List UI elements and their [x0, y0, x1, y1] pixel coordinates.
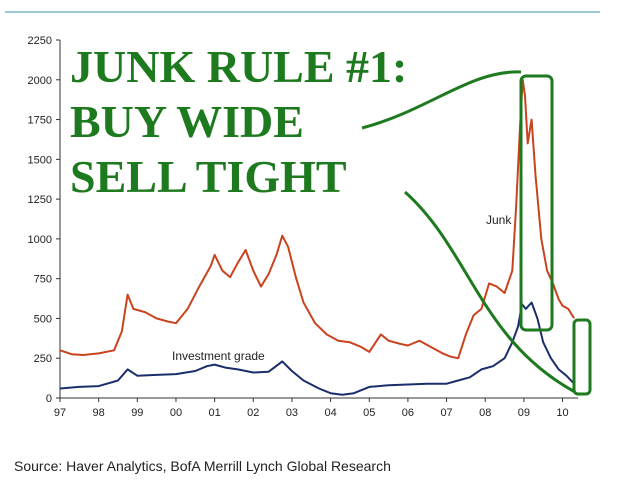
x-tick-label: 04 — [324, 407, 336, 419]
tight-highlight-box — [572, 318, 592, 396]
series-layer — [59, 78, 575, 396]
investment-grade-series-line — [59, 301, 575, 396]
x-tick-label: 10 — [556, 407, 568, 419]
x-tick-label: 01 — [209, 407, 221, 419]
junk-series-line — [59, 78, 575, 360]
y-tick-label: 500 — [34, 313, 52, 325]
x-tick-label: 99 — [131, 407, 143, 419]
y-tick-label: 2250 — [28, 35, 52, 47]
headline-line-3: SELL TIGHT — [70, 151, 347, 202]
source-note: Source: Haver Analytics, BofA Merrill Ly… — [14, 458, 391, 474]
investment-grade-series-label: Investment grade — [172, 349, 265, 363]
x-tick-label: 07 — [440, 407, 452, 419]
y-tick-label: 1250 — [28, 194, 52, 206]
y-tick-label: 1750 — [28, 115, 52, 127]
x-tick-label: 02 — [247, 407, 259, 419]
y-tick-label: 2000 — [28, 75, 52, 87]
x-tick-label: 97 — [54, 407, 66, 419]
x-tick-label: 00 — [170, 407, 182, 419]
x-tick-label: 03 — [286, 407, 298, 419]
headline-line-2: BUY WIDE — [70, 96, 304, 147]
x-tick-label: 05 — [363, 407, 375, 419]
y-tick-label: 250 — [34, 353, 52, 365]
y-tick-label: 1000 — [28, 234, 52, 246]
annotations — [361, 70, 592, 396]
x-tick-label: 09 — [518, 407, 530, 419]
y-tick-label: 750 — [34, 274, 52, 286]
x-tick-label: 98 — [93, 407, 105, 419]
junk-series-label: Junk — [486, 213, 512, 227]
peak-highlight-box — [519, 74, 554, 332]
y-tick-label: 0 — [46, 393, 52, 405]
x-tick-label: 06 — [402, 407, 414, 419]
sell-tight-connector — [404, 190, 576, 394]
x-tick-label: 08 — [479, 407, 491, 419]
headline-line-1: JUNK RULE #1: — [70, 41, 407, 92]
buy-wide-connector — [361, 70, 522, 130]
y-tick-label: 1500 — [28, 154, 52, 166]
headline: JUNK RULE #1: BUY WIDE SELL TIGHT — [70, 41, 407, 202]
